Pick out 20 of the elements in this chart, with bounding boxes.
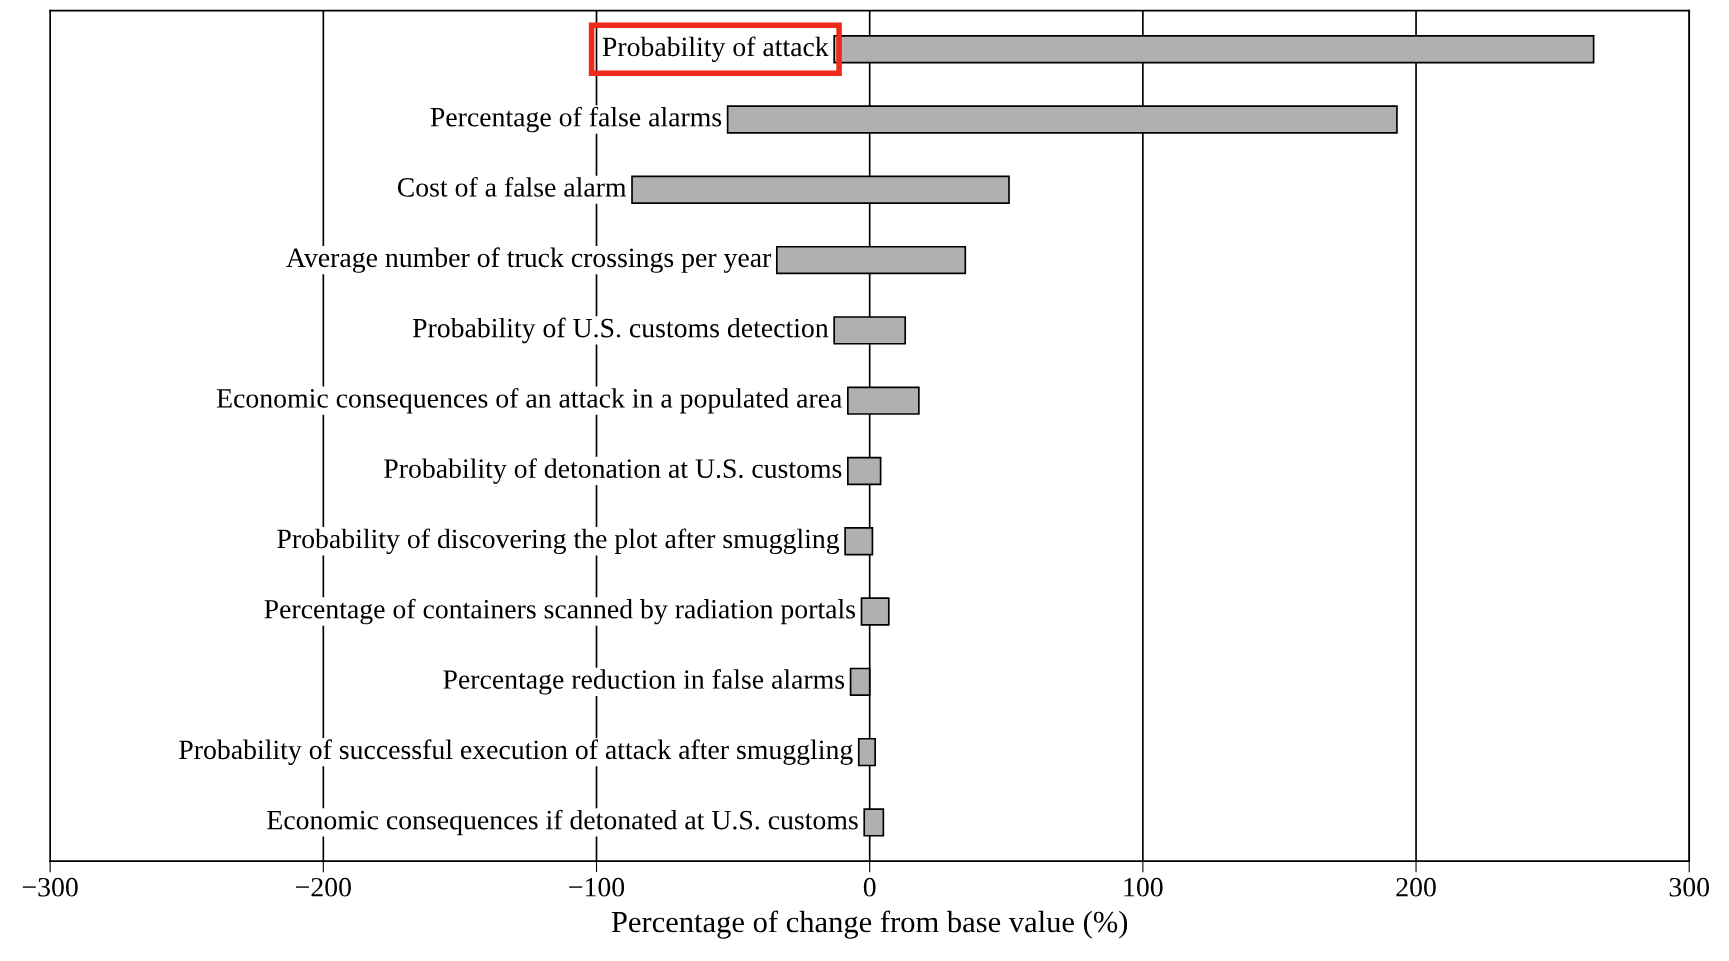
y-tick-label: Probability of successful execution of attack after smuggling	[179, 739, 853, 765]
y-tick-label: Probability of U.S. customs detection	[412, 317, 829, 344]
x-tick-label: 200	[1396, 877, 1436, 897]
y-tick-label: Percentage of containers scanned by radiation portals	[264, 598, 856, 625]
y-tick-label: Probability of detonation at U.S. customs	[384, 458, 842, 484]
x-tick-label: −100	[569, 877, 625, 897]
y-tick-label: Economic consequences if detonated at U.S. customs	[267, 809, 858, 836]
x-tick-label: 0	[863, 877, 876, 897]
y-tick-label: Probability of discovering the plot after smuggling	[277, 528, 840, 555]
y-tick-label: Probability of attack	[602, 36, 829, 63]
y-tick-label: Economic consequences of an attack in a populated area	[216, 387, 842, 414]
y-tick-label: Percentage reduction in false alarms	[443, 669, 845, 695]
y-tick-label: Average number of truck crossings per year	[286, 247, 772, 273]
x-tick-label: −200	[296, 877, 351, 897]
y-tick-label: Percentage of false alarms	[430, 106, 722, 133]
x-axis-title: Percentage of change from base value (%)	[611, 910, 1128, 939]
x-tick-label: 100	[1124, 877, 1163, 897]
x-tick-label: −300	[22, 877, 78, 897]
x-tick-label: 300	[1669, 877, 1710, 897]
y-tick-label: Cost of a false alarm	[397, 176, 627, 197]
